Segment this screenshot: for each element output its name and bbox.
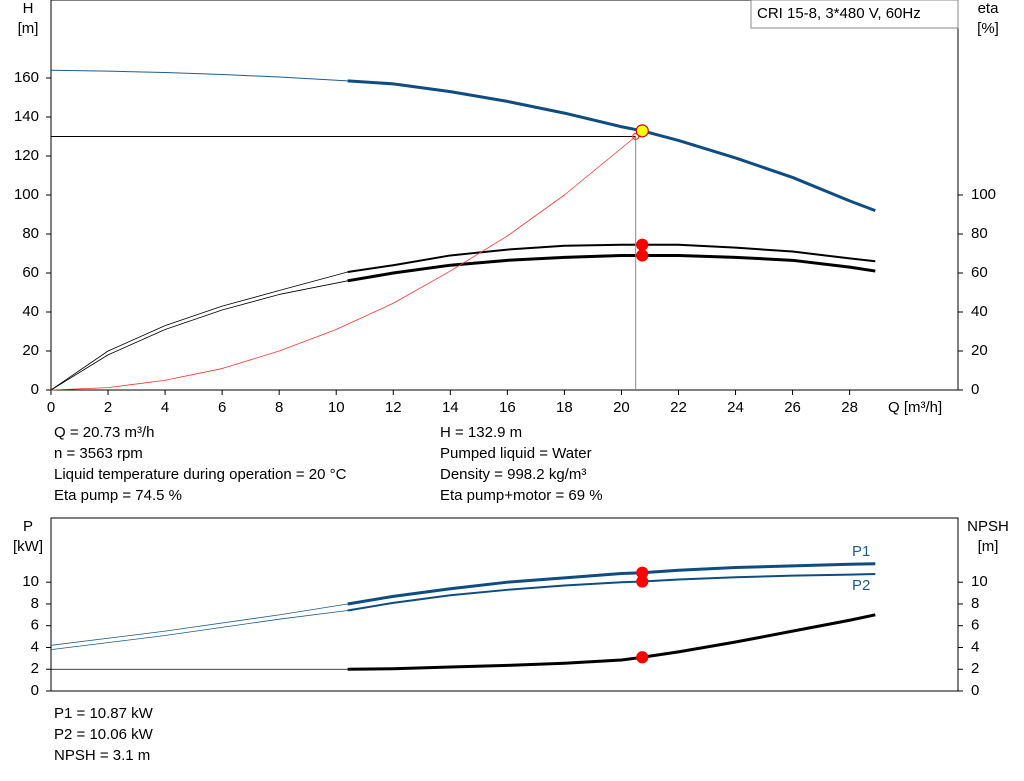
y2-axis-label: [%] [977, 20, 999, 37]
info-text: Eta pump+motor = 69 % [440, 487, 603, 504]
x-tick-label: 10 [328, 399, 345, 416]
y-axis-label: [kW] [13, 538, 43, 555]
y-tick-label: 120 [14, 147, 39, 164]
info-text: Eta pump = 74.5 % [54, 487, 182, 504]
curve [347, 253, 876, 283]
operating-point [636, 238, 649, 251]
x-tick-label: 18 [556, 399, 573, 416]
y-axis-label: H [23, 0, 34, 17]
y-axis-label: P [23, 518, 33, 535]
y2-tick-label: 0 [971, 682, 979, 699]
curve [50, 69, 348, 82]
x-tick-label: 0 [47, 399, 55, 416]
y-axis-label: [m] [18, 20, 39, 37]
y2-tick-label: 4 [971, 638, 979, 655]
y-tick-label: 40 [22, 303, 39, 320]
x-tick-label: 20 [613, 399, 630, 416]
y2-tick-label: 100 [971, 186, 996, 203]
operating-point [636, 575, 649, 588]
y2-tick-label: 2 [971, 660, 979, 677]
y-tick-label: 100 [14, 186, 39, 203]
y-tick-label: 80 [22, 225, 39, 242]
curve [347, 573, 876, 612]
curve [347, 79, 876, 213]
plot-frame [50, 517, 959, 692]
x-tick-label: 2 [104, 399, 112, 416]
y-tick-label: 0 [31, 682, 39, 699]
x-tick-label: 22 [670, 399, 687, 416]
info-text: n = 3563 rpm [54, 445, 143, 462]
y2-tick-label: 80 [971, 225, 988, 242]
y2-tick-label: 40 [971, 303, 988, 320]
y2-tick-label: 20 [971, 342, 988, 359]
x-tick-label: 8 [275, 399, 283, 416]
y-tick-label: 0 [31, 381, 39, 398]
y-tick-label: 60 [22, 264, 39, 281]
operating-point [632, 132, 640, 141]
x-tick-label: 6 [218, 399, 226, 416]
operating-point [636, 651, 649, 664]
y2-tick-label: 0 [971, 381, 979, 398]
info-text: P2 = 10.06 kW [54, 726, 154, 743]
chart-title: CRI 15-8, 3*480 V, 60Hz [757, 5, 921, 22]
info-text: Pumped liquid = Water [440, 445, 592, 462]
x-tick-label: 26 [784, 399, 801, 416]
curve [347, 613, 876, 671]
info-text: P1 = 10.87 kW [54, 705, 154, 722]
curve-label: P2 [852, 577, 870, 594]
info-text: Liquid temperature during operation = 20… [54, 466, 347, 483]
y2-tick-label: 6 [971, 617, 979, 634]
y2-axis-label: NPSH [967, 518, 1009, 535]
x-tick-label: 14 [442, 399, 459, 416]
y-tick-label: 20 [22, 342, 39, 359]
operating-point [636, 249, 649, 262]
info-text: Density = 998.2 kg/m³ [440, 466, 586, 483]
curve [50, 610, 348, 651]
y-tick-label: 4 [31, 638, 39, 655]
curve [347, 562, 876, 606]
x-tick-label: 16 [499, 399, 516, 416]
y2-tick-label: 60 [971, 264, 988, 281]
y2-axis-label: eta [978, 0, 1000, 17]
y-tick-label: 2 [31, 660, 39, 677]
plot-frame [50, 0, 959, 391]
y-tick-label: 10 [22, 573, 39, 590]
x-tick-label: 28 [841, 399, 858, 416]
y2-tick-label: 10 [971, 573, 988, 590]
x-axis-label: Q [m³/h] [888, 399, 942, 416]
curve [50, 136, 636, 391]
y-tick-label: 8 [31, 595, 39, 612]
x-tick-label: 24 [727, 399, 744, 416]
curve [50, 280, 348, 391]
x-tick-label: 12 [385, 399, 402, 416]
y2-tick-label: 8 [971, 595, 979, 612]
y-tick-label: 6 [31, 617, 39, 634]
curve [347, 243, 876, 274]
y-tick-label: 140 [14, 108, 39, 125]
curve-label: P1 [852, 543, 870, 560]
info-text: Q = 20.73 m³/h [54, 424, 154, 441]
y2-axis-label: [m] [978, 538, 999, 555]
info-text: H = 132.9 m [440, 424, 522, 441]
info-text: NPSH = 3.1 m [54, 747, 150, 764]
curve [50, 603, 348, 646]
curve [50, 271, 348, 391]
x-tick-label: 4 [161, 399, 169, 416]
operating-point [635, 124, 649, 138]
title-box [750, 0, 959, 29]
y-tick-label: 160 [14, 69, 39, 86]
